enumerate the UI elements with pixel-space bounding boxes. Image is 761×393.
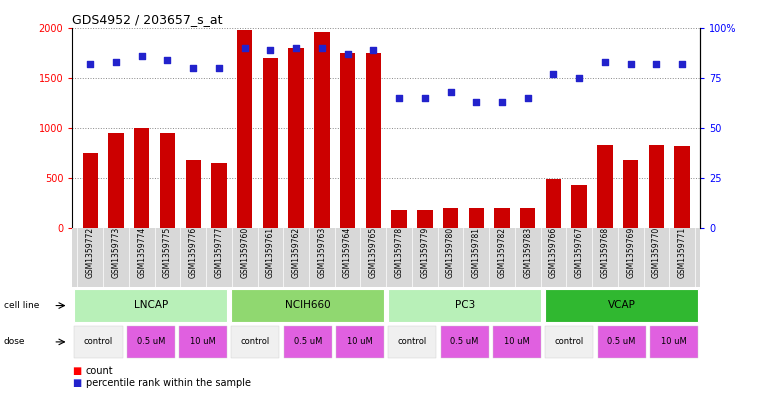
Bar <box>545 326 594 358</box>
Bar <box>186 160 201 228</box>
Bar <box>263 58 278 228</box>
Bar <box>623 160 638 228</box>
Bar <box>650 326 698 358</box>
Point <box>290 44 302 51</box>
Bar <box>388 326 437 358</box>
Text: control: control <box>398 337 427 346</box>
Point <box>84 61 97 67</box>
Point <box>676 61 688 67</box>
Text: PC3: PC3 <box>454 300 475 310</box>
Text: count: count <box>86 366 113 376</box>
Point <box>264 46 276 53</box>
Text: control: control <box>84 337 113 346</box>
Point <box>444 88 457 95</box>
Point <box>393 94 405 101</box>
Point <box>547 70 559 77</box>
Bar <box>83 153 98 228</box>
Bar <box>520 208 536 228</box>
Text: NCIH660: NCIH660 <box>285 300 330 310</box>
Bar <box>336 326 384 358</box>
Bar <box>443 208 458 228</box>
Point <box>187 64 199 71</box>
Text: 10 uM: 10 uM <box>661 337 687 346</box>
Text: VCAP: VCAP <box>608 300 635 310</box>
Text: control: control <box>240 337 270 346</box>
Text: cell line: cell line <box>4 301 39 310</box>
Text: 10 uM: 10 uM <box>504 337 530 346</box>
Bar <box>469 208 484 228</box>
Point <box>110 59 122 65</box>
Text: percentile rank within the sample: percentile rank within the sample <box>86 378 251 388</box>
Bar <box>648 145 664 228</box>
Point <box>599 59 611 65</box>
Bar <box>160 133 175 228</box>
Bar <box>179 326 227 358</box>
Point <box>135 52 148 59</box>
Bar <box>365 53 381 228</box>
Bar <box>212 163 227 228</box>
Text: 0.5 uM: 0.5 uM <box>607 337 636 346</box>
Bar <box>284 326 332 358</box>
Bar <box>546 179 561 228</box>
Bar <box>134 128 149 228</box>
Point <box>625 61 637 67</box>
Point <box>161 57 174 63</box>
Bar <box>388 289 541 322</box>
Text: LNCAP: LNCAP <box>134 300 168 310</box>
Bar <box>75 289 227 322</box>
Text: 0.5 uM: 0.5 uM <box>294 337 322 346</box>
Bar <box>572 185 587 228</box>
Text: control: control <box>555 337 584 346</box>
Point <box>651 61 663 67</box>
Bar <box>417 210 432 228</box>
Text: 0.5 uM: 0.5 uM <box>451 337 479 346</box>
Text: dose: dose <box>4 338 25 346</box>
Bar <box>288 48 304 228</box>
Point <box>419 94 431 101</box>
Point <box>342 50 354 57</box>
Bar <box>231 289 384 322</box>
Point <box>521 94 533 101</box>
Text: 0.5 uM: 0.5 uM <box>136 337 165 346</box>
Bar <box>597 326 645 358</box>
Text: 10 uM: 10 uM <box>347 337 373 346</box>
Point <box>316 44 328 51</box>
Bar <box>545 289 698 322</box>
Bar <box>391 210 407 228</box>
Text: ■: ■ <box>72 378 81 388</box>
Text: 10 uM: 10 uM <box>190 337 216 346</box>
Bar <box>493 326 541 358</box>
Bar <box>231 326 279 358</box>
Text: ■: ■ <box>72 366 81 376</box>
Point <box>368 46 380 53</box>
Point <box>573 75 585 81</box>
Bar <box>314 31 330 228</box>
Bar <box>237 29 253 228</box>
Bar <box>441 326 489 358</box>
Point <box>470 99 482 105</box>
Point <box>239 44 251 51</box>
Bar <box>340 53 355 228</box>
Bar <box>126 326 175 358</box>
Text: GDS4952 / 203657_s_at: GDS4952 / 203657_s_at <box>72 13 223 26</box>
Bar <box>674 146 689 228</box>
Bar <box>495 208 510 228</box>
Point <box>496 99 508 105</box>
Bar <box>75 326 123 358</box>
Point <box>213 64 225 71</box>
Bar <box>597 145 613 228</box>
Bar <box>108 133 124 228</box>
